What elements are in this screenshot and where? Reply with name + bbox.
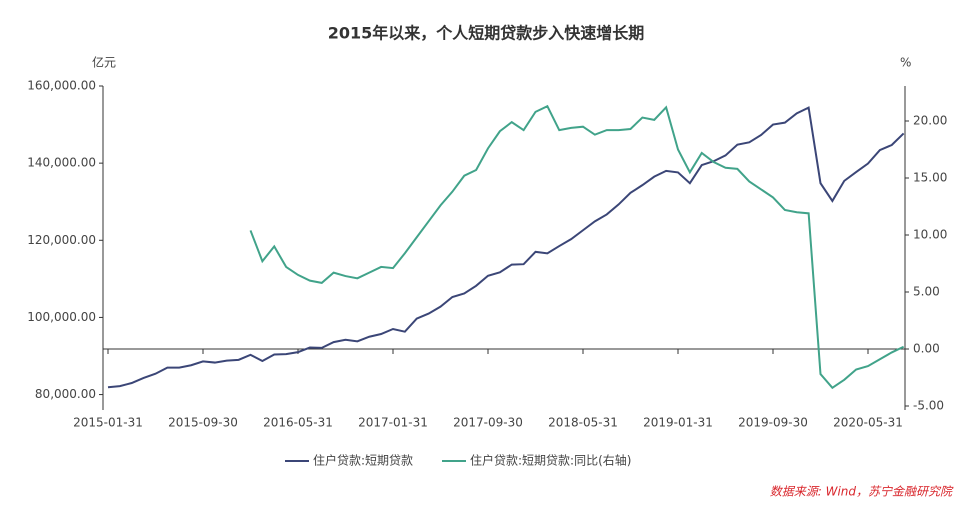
x-tick-label: 2019-01-31 — [643, 416, 713, 430]
x-tick-label: 2018-05-31 — [548, 416, 618, 430]
series-line — [107, 106, 905, 389]
source: 数据来源: Wind，苏宁金融研究院 — [770, 485, 954, 499]
x-tick-label: 2020-05-31 — [833, 416, 903, 430]
y-tick-label: 140,000.00 — [27, 156, 96, 170]
y2-tick-label: 5.00 — [913, 285, 940, 299]
x-tick-label: 2017-01-31 — [358, 416, 428, 430]
y-tick-label: 80,000.00 — [35, 387, 96, 401]
y2-tick-label: 0.00 — [913, 342, 940, 356]
y-tick-label: 100,000.00 — [27, 310, 96, 324]
y-tick-label: 120,000.00 — [27, 233, 96, 247]
x-tick-label: 2017-09-30 — [453, 416, 523, 430]
chart-title: 2015年以来，个人短期贷款步入快速增长期 — [328, 24, 645, 43]
legend-label: 住户贷款:短期贷款 — [313, 453, 413, 468]
x-tick-label: 2019-09-30 — [738, 416, 808, 430]
legend-label: 住户贷款:短期贷款:同比(右轴) — [470, 453, 631, 468]
x-tick-label: 2016-05-31 — [263, 416, 333, 430]
y-unit: 亿元 — [92, 55, 116, 70]
y2-tick-label: 10.00 — [913, 228, 947, 242]
series-line — [249, 104, 905, 390]
y2-tick-label: 15.00 — [913, 171, 947, 185]
y2-tick-label: -5.00 — [913, 399, 944, 413]
x-tick-label: 2015-09-30 — [168, 416, 238, 430]
y2-unit: % — [900, 56, 911, 70]
x-tick-label: 2015-01-31 — [73, 416, 143, 430]
y-tick-label: 160,000.00 — [27, 79, 96, 93]
y2-tick-label: 20.00 — [913, 113, 947, 127]
